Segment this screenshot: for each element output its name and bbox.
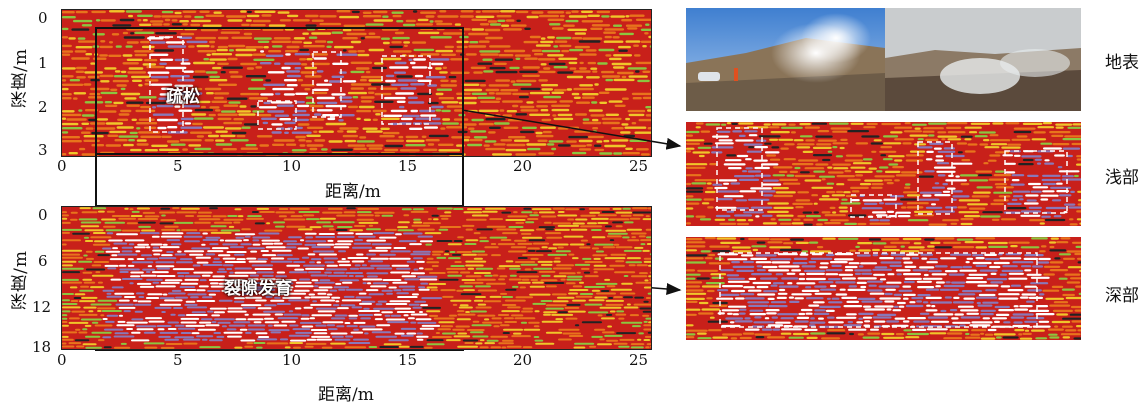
label-shallow: 浅部 — [1105, 163, 1139, 188]
shallow-dashed-box-2 — [851, 195, 896, 217]
shallow-dashed-box-1 — [717, 128, 762, 210]
label-surface: 地表 — [1105, 48, 1139, 73]
shallow-dashed-box-4 — [1005, 151, 1067, 213]
shallow-dashed-box-3 — [918, 142, 952, 214]
deep-dashed-box — [720, 253, 1037, 327]
label-deep: 深部 — [1105, 281, 1139, 306]
